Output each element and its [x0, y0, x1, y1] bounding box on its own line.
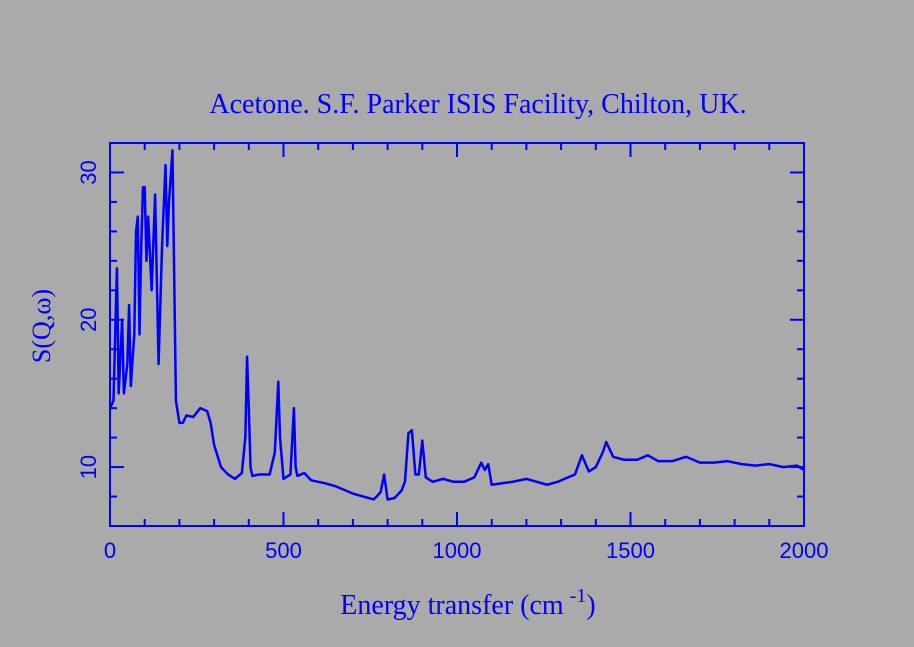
x-tick-label: 1500: [606, 538, 655, 563]
x-label-main: Energy transfer (cm: [340, 590, 564, 621]
x-tick-label: 500: [265, 538, 302, 563]
x-tick-label: 0: [104, 538, 116, 563]
y-tick-label: 10: [76, 455, 101, 479]
y-tick-label: 20: [76, 308, 101, 332]
x-tick-label: 1000: [433, 538, 482, 563]
spectrum-line: [108, 149, 805, 501]
x-tick-label: 2000: [780, 538, 829, 563]
y-axis-label: S(Q,ω): [27, 289, 56, 363]
chart-title: Acetone. S.F. Parker ISIS Facility, Chil…: [209, 89, 746, 120]
x-axis-label: Energy transfer (cm -1): [340, 585, 595, 621]
y-tick-label: 30: [76, 160, 101, 184]
x-label-sup: -1: [570, 585, 587, 607]
plot-frame: [109, 142, 805, 527]
x-label-end: ): [586, 590, 595, 621]
